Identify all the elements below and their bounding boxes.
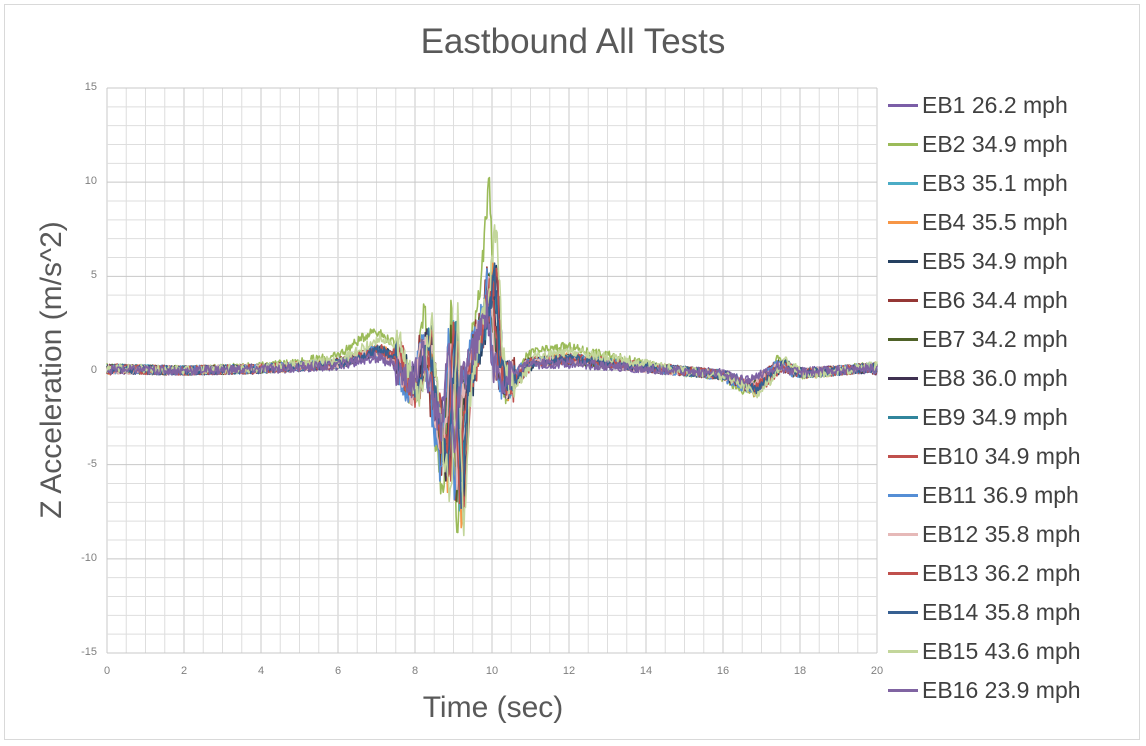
legend-item: EB9 34.9 mph [888,402,1068,432]
y-tick-label: -5 [87,457,97,470]
legend-swatch [888,142,918,146]
y-tick-label: 10 [84,175,97,188]
legend-label: EB11 36.9 mph [922,481,1079,508]
legend-label: EB1 26.2 mph [922,91,1068,118]
legend-item: EB12 35.8 mph [888,519,1081,549]
legend-swatch [888,298,918,302]
x-tick-label: 14 [639,665,653,677]
legend-label: EB16 23.9 mph [922,676,1081,703]
y-axis-label: Z Acceleration (m/s^2) [35,221,68,519]
legend-swatch [888,103,918,107]
legend-swatch [888,493,918,497]
legend-label: EB7 34.2 mph [922,325,1068,352]
x-tick-label: 12 [562,665,576,677]
y-tick-label: -10 [81,551,97,564]
legend-item: EB13 36.2 mph [888,558,1081,588]
legend-item: EB10 34.9 mph [888,441,1081,471]
legend-swatch [888,259,918,263]
legend-item: EB1 26.2 mph [888,90,1068,120]
legend-item: EB14 35.8 mph [888,597,1081,627]
series-layer [106,176,878,537]
legend-label: EB12 35.8 mph [922,520,1081,547]
x-tick-label: 6 [334,665,342,677]
x-tick-label: 20 [870,665,884,677]
legend-swatch [888,571,918,575]
x-tick-label: 16 [716,665,730,677]
x-tick-label: 0 [103,665,111,677]
legend-swatch [888,532,918,536]
legend-item: EB2 34.9 mph [888,129,1068,159]
legend-item: EB8 36.0 mph [888,363,1068,393]
legend-swatch [888,454,918,458]
legend-label: EB13 36.2 mph [922,559,1081,586]
legend-label: EB15 43.6 mph [922,637,1081,664]
legend-label: EB14 35.8 mph [922,598,1081,625]
legend-item: EB16 23.9 mph [888,675,1081,705]
legend-swatch [888,376,918,380]
legend-swatch [888,337,918,341]
legend-swatch [888,610,918,614]
x-tick-label: 18 [793,665,807,677]
legend-item: EB15 43.6 mph [888,636,1081,666]
legend-swatch [888,415,918,419]
legend-item: EB11 36.9 mph [888,480,1079,510]
x-tick-label: 4 [257,665,265,677]
legend-label: EB9 34.9 mph [922,403,1068,430]
legend-swatch [888,649,918,653]
chart-title: Eastbound All Tests [420,22,726,61]
legend-item: EB5 34.9 mph [888,246,1068,276]
legend-swatch [888,220,918,224]
x-tick-label: 8 [411,665,419,677]
x-tick-label: 10 [485,665,499,677]
legend-item: EB6 34.4 mph [888,285,1068,315]
legend-item: EB3 35.1 mph [888,168,1068,198]
x-axis-label: Time (sec) [422,691,564,724]
legend-label: EB3 35.1 mph [922,169,1068,196]
y-tick-label: -15 [81,646,97,658]
legend-swatch [888,688,918,692]
y-tick-label: 15 [84,81,97,93]
legend-label: EB5 34.9 mph [922,247,1068,274]
legend-item: EB4 35.5 mph [888,207,1068,237]
legend-label: EB6 34.4 mph [922,286,1068,313]
x-tick-label: 2 [180,665,188,677]
series-line [106,289,878,454]
legend-label: EB4 35.5 mph [922,208,1068,235]
legend-swatch [888,181,918,185]
y-tick-label: 0 [90,363,97,376]
legend-label: EB8 36.0 mph [922,364,1068,391]
legend-label: EB2 34.9 mph [922,130,1068,157]
legend-item: EB7 34.2 mph [888,324,1068,354]
y-tick-label: 5 [90,269,97,282]
legend-label: EB10 34.9 mph [922,442,1081,469]
